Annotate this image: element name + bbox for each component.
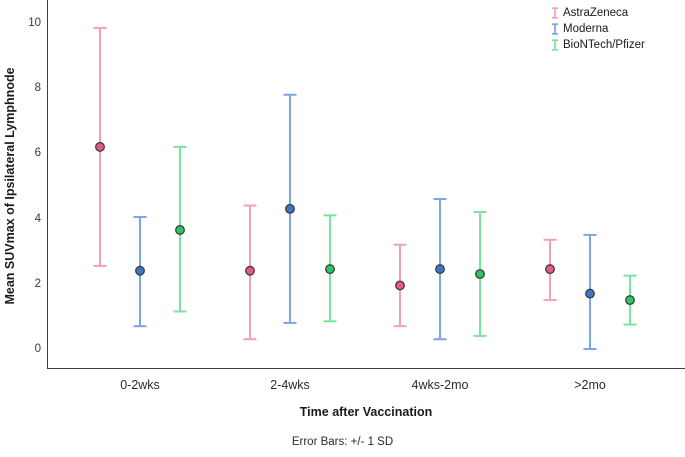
y-axis-title: Mean SUVmax of Ipsilateral Lymphnode bbox=[3, 67, 17, 305]
error-bars-footnote: Error Bars: +/- 1 SD bbox=[291, 436, 394, 448]
y-tick-label: 0 bbox=[34, 343, 41, 355]
y-tick-label: 4 bbox=[34, 212, 41, 225]
legend-label: BioNTech/Pfizer bbox=[563, 39, 645, 51]
error-bar-point bbox=[243, 204, 257, 341]
error-bar-point bbox=[323, 214, 337, 323]
x-tick-label: 2-4wks bbox=[270, 378, 310, 392]
x-tick-label: 0-2wks bbox=[120, 378, 160, 392]
error-bars-layer bbox=[93, 26, 637, 350]
legend-label: Moderna bbox=[563, 23, 609, 35]
error-bar-point bbox=[543, 238, 557, 302]
error-bar-point bbox=[93, 26, 107, 267]
legend-item: BioNTech/Pfizer bbox=[551, 37, 645, 53]
error-bar-point bbox=[433, 198, 447, 341]
legend: AstraZeneca Moderna BioNTech/Pfizer bbox=[551, 5, 645, 53]
y-tick-label: 6 bbox=[34, 147, 41, 160]
errorbar-icon bbox=[551, 39, 559, 51]
error-bar-point bbox=[623, 274, 637, 326]
y-tick-label: 10 bbox=[28, 17, 41, 29]
error-bar-point bbox=[583, 233, 597, 350]
y-tick-label: 8 bbox=[34, 82, 41, 95]
error-bar-point bbox=[283, 93, 297, 324]
legend-item: AstraZeneca bbox=[551, 5, 645, 21]
x-tick-label: >2mo bbox=[574, 378, 606, 392]
error-bar-point bbox=[473, 211, 487, 337]
x-tick-label: 4wks-2mo bbox=[411, 378, 469, 392]
error-bar-point bbox=[173, 145, 187, 313]
legend-item: Moderna bbox=[551, 21, 645, 37]
x-axis-title: Time after Vaccination bbox=[299, 405, 433, 419]
plot-area bbox=[47, 0, 685, 369]
errorbar-icon bbox=[551, 7, 559, 19]
y-tick-label: 2 bbox=[34, 277, 41, 290]
legend-label: AstraZeneca bbox=[563, 7, 629, 19]
error-bar-point bbox=[133, 215, 147, 328]
error-bar-point bbox=[393, 243, 407, 328]
errorbar-icon bbox=[551, 23, 559, 35]
